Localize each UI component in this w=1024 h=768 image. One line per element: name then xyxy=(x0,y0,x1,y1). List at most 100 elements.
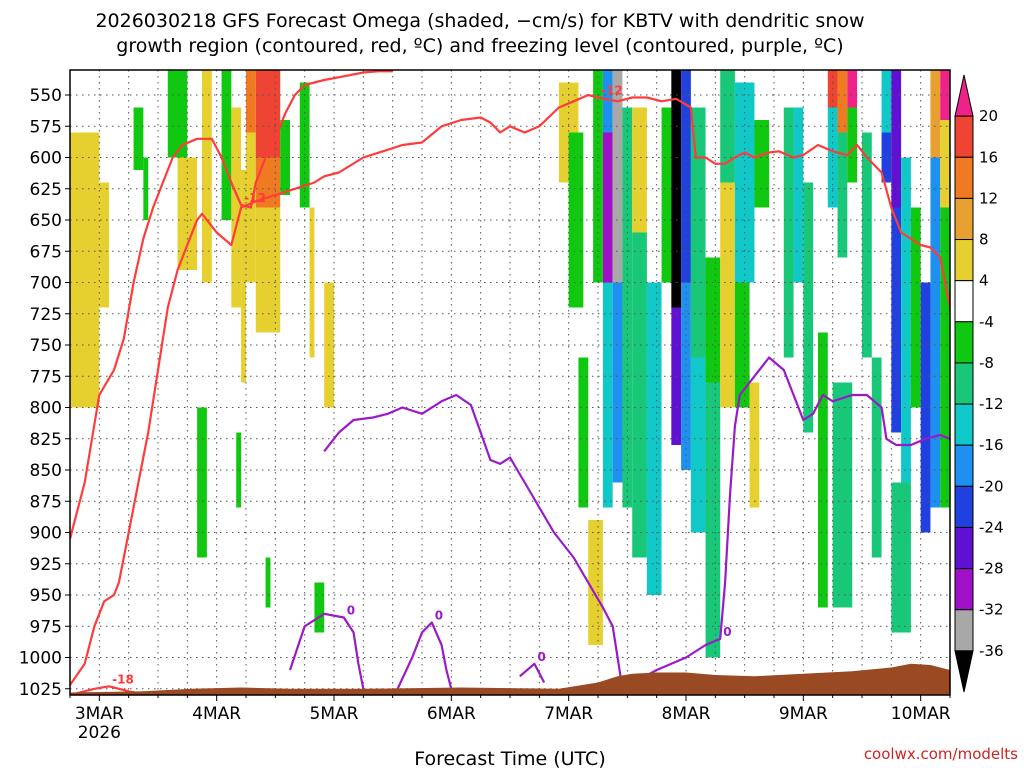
omega-cell xyxy=(862,132,872,358)
omega-cell xyxy=(793,107,804,283)
omega-cell xyxy=(749,382,760,508)
terrain-fill xyxy=(70,663,950,695)
omega-cell xyxy=(314,582,325,633)
omega-cell xyxy=(231,107,242,308)
omega-cell xyxy=(661,107,672,283)
freezing-contour-label: 0 xyxy=(347,604,355,618)
omega-cell xyxy=(940,120,950,208)
omega-cell xyxy=(832,382,853,608)
omega-cell xyxy=(265,557,271,608)
omega-cell xyxy=(837,70,848,133)
omega-cell xyxy=(133,107,144,170)
omega-cell xyxy=(612,70,623,283)
colorbar-swatch xyxy=(954,568,974,611)
omega-cell xyxy=(299,82,310,208)
y-tick-label: 1025 xyxy=(19,680,62,700)
colorbar-label: 16 xyxy=(979,148,998,166)
omega-cell xyxy=(803,182,814,433)
y-axis-ticks: 550 575 600 625 650 675 700 725 750 775 800 825 850 8… xyxy=(19,86,70,700)
colorbar-swatch xyxy=(954,362,974,405)
colorbar-swatch xyxy=(954,526,974,570)
dgz-contour-label: -18 xyxy=(112,672,134,686)
x-tick-label: 9MAR xyxy=(779,704,828,724)
y-tick-label: 850 xyxy=(30,461,62,481)
y-tick-label: 600 xyxy=(30,149,62,169)
omega-cell xyxy=(602,70,613,133)
y-tick-label: 650 xyxy=(30,211,62,231)
y-tick-label: 575 xyxy=(30,117,62,137)
colorbar-label: -20 xyxy=(979,477,1004,495)
colorbar-label: 12 xyxy=(979,189,998,207)
y-tick-label: 1000 xyxy=(19,649,62,669)
colorbar-label: 8 xyxy=(979,231,989,249)
colorbar-label: -36 xyxy=(979,642,1004,660)
chart-title-line-1: 2026030218 GFS Forecast Omega (shaded, −… xyxy=(95,10,864,32)
y-tick-label: 925 xyxy=(30,555,62,575)
freezing-contour-label: 0 xyxy=(723,625,731,639)
omega-cell xyxy=(690,107,706,358)
y-tick-label: 950 xyxy=(30,586,62,606)
colorbar-swatch xyxy=(954,650,974,693)
colorbar-label: -8 xyxy=(979,354,994,372)
omega-cell xyxy=(568,132,584,308)
freezing-contour xyxy=(519,662,546,684)
x-tick-label: 5MAR xyxy=(310,704,359,724)
colorbar-swatch xyxy=(954,609,974,652)
omega-cell xyxy=(837,132,848,258)
omega-cell xyxy=(622,107,633,508)
y-tick-label: 725 xyxy=(30,305,62,325)
omega-cell xyxy=(221,70,232,220)
x-tick-year: 2026 xyxy=(78,723,121,743)
colorbar-swatch xyxy=(954,74,974,117)
grid-lines xyxy=(69,70,951,695)
colorbar-label: -12 xyxy=(979,395,1004,413)
x-tick-label: 3MAR xyxy=(75,704,124,724)
y-tick-label: 825 xyxy=(30,430,62,450)
freezing-contour xyxy=(288,612,365,690)
y-tick-label: 975 xyxy=(30,617,62,637)
colorbar-label: -24 xyxy=(979,518,1004,536)
colorbar-swatch xyxy=(954,444,974,487)
colorbar-swatch xyxy=(954,403,974,446)
omega-cell xyxy=(920,282,931,533)
x-tick-label: 4MAR xyxy=(192,704,241,724)
y-tick-label: 750 xyxy=(30,336,62,356)
y-tick-label: 550 xyxy=(30,86,62,106)
omega-cell xyxy=(309,207,315,358)
colorbar-label: -16 xyxy=(979,436,1004,454)
omega-cell xyxy=(690,357,706,533)
omega-cell xyxy=(891,482,911,633)
omega-cell xyxy=(177,157,198,270)
omega-cell xyxy=(930,157,941,508)
omega-cell xyxy=(847,107,858,183)
omega-cell xyxy=(588,520,603,645)
omega-cell xyxy=(612,282,623,483)
omega-shading xyxy=(70,70,950,658)
x-axis-label: Forecast Time (UTC) xyxy=(414,748,605,768)
colorbar-label: 20 xyxy=(979,107,998,125)
credit-text: coolwx.com/modelts xyxy=(864,745,1018,763)
omega-cell xyxy=(246,70,256,133)
colorbar-swatch xyxy=(954,239,974,282)
omega-cell xyxy=(940,70,950,120)
omega-cell xyxy=(681,70,691,283)
dgz-contours: -12 -12 -18 xyxy=(70,70,950,695)
colorbar-swatch xyxy=(954,197,974,241)
x-tick-label: 8MAR xyxy=(662,704,711,724)
colorbar-label: -32 xyxy=(979,601,1004,619)
y-tick-label: 775 xyxy=(30,367,62,387)
y-tick-label: 675 xyxy=(30,242,62,262)
colorbar: 20 16 12 8 4 -4 -8 -12 -16 -20 -24 -28 -32 -36 xyxy=(954,74,1004,693)
dgz-contour xyxy=(70,93,950,686)
colorbar-swatch xyxy=(954,156,974,199)
omega-cell xyxy=(197,407,207,558)
y-tick-label: 625 xyxy=(30,180,62,200)
freezing-contour-label: 0 xyxy=(537,650,545,664)
omega-cell xyxy=(705,257,721,383)
omega-cell xyxy=(754,120,770,208)
omega-cell xyxy=(602,132,613,283)
y-tick-label: 875 xyxy=(30,492,62,512)
omega-cell xyxy=(705,382,721,658)
